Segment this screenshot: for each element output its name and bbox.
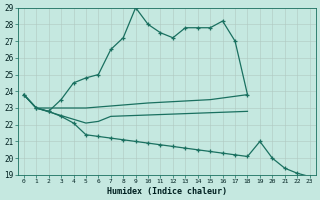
X-axis label: Humidex (Indice chaleur): Humidex (Indice chaleur): [107, 187, 227, 196]
